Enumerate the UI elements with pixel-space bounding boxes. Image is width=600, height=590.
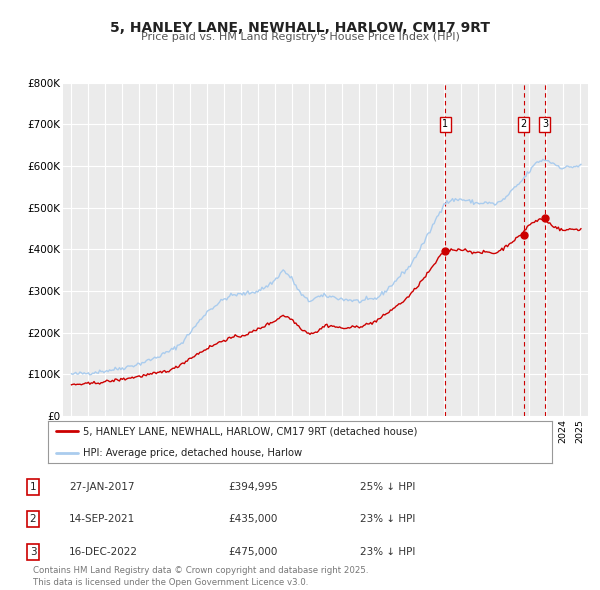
- Text: 23% ↓ HPI: 23% ↓ HPI: [360, 547, 415, 556]
- Text: 3: 3: [542, 119, 548, 129]
- Text: 1: 1: [442, 119, 448, 129]
- Text: 5, HANLEY LANE, NEWHALL, HARLOW, CM17 9RT (detached house): 5, HANLEY LANE, NEWHALL, HARLOW, CM17 9R…: [83, 427, 418, 436]
- Text: 3: 3: [29, 547, 37, 556]
- Text: 2: 2: [29, 514, 37, 524]
- Text: 27-JAN-2017: 27-JAN-2017: [69, 482, 134, 491]
- Text: 1: 1: [29, 482, 37, 491]
- Text: 14-SEP-2021: 14-SEP-2021: [69, 514, 135, 524]
- Text: 23% ↓ HPI: 23% ↓ HPI: [360, 514, 415, 524]
- Text: 2: 2: [521, 119, 527, 129]
- Text: HPI: Average price, detached house, Harlow: HPI: Average price, detached house, Harl…: [83, 448, 302, 457]
- Text: 16-DEC-2022: 16-DEC-2022: [69, 547, 138, 556]
- Text: Price paid vs. HM Land Registry's House Price Index (HPI): Price paid vs. HM Land Registry's House …: [140, 32, 460, 42]
- Text: 5, HANLEY LANE, NEWHALL, HARLOW, CM17 9RT: 5, HANLEY LANE, NEWHALL, HARLOW, CM17 9R…: [110, 21, 490, 35]
- Text: Contains HM Land Registry data © Crown copyright and database right 2025.
This d: Contains HM Land Registry data © Crown c…: [33, 566, 368, 587]
- Text: 25% ↓ HPI: 25% ↓ HPI: [360, 482, 415, 491]
- Text: £475,000: £475,000: [228, 547, 277, 556]
- Text: £394,995: £394,995: [228, 482, 278, 491]
- Text: £435,000: £435,000: [228, 514, 277, 524]
